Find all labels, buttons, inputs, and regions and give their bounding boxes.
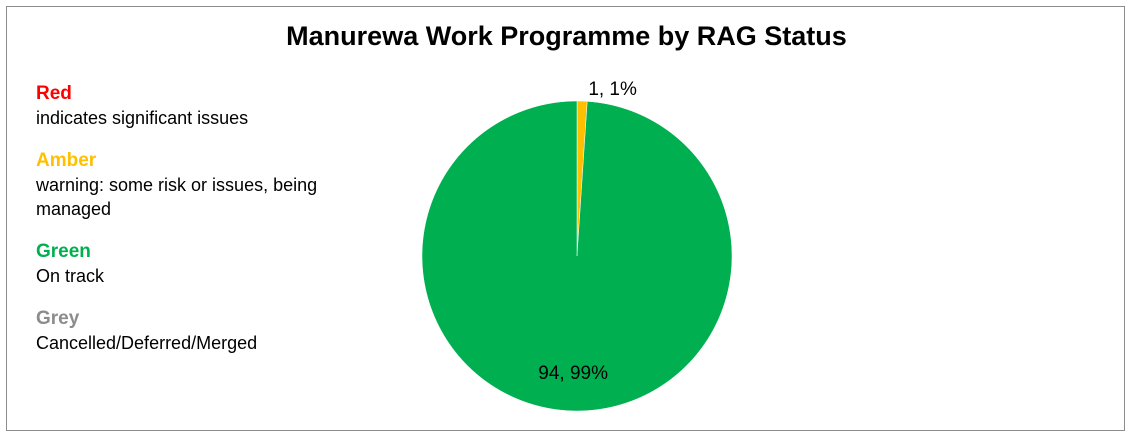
pie-chart: 1, 1% 94, 99% <box>421 79 733 412</box>
rag-legend: Red indicates significant issues Amber w… <box>36 82 396 374</box>
legend-desc-amber: warning: some risk or issues, being mana… <box>36 175 318 219</box>
legend-desc-red: indicates significant issues <box>36 108 249 128</box>
legend-desc-grey: Cancelled/Deferred/Merged <box>36 333 258 353</box>
legend-item-red: Red indicates significant issues <box>36 82 396 130</box>
data-label-amber: 1, 1% <box>588 79 637 100</box>
legend-item-amber: Amber warning: some risk or issues, bein… <box>36 149 396 221</box>
chart-frame: Manurewa Work Programme by RAG Status Re… <box>6 6 1125 431</box>
legend-item-grey: Grey Cancelled/Deferred/Merged <box>36 307 396 355</box>
data-label-green: 94, 99% <box>538 363 608 384</box>
chart-title: Manurewa Work Programme by RAG Status <box>286 21 847 51</box>
legend-name-red: Red <box>36 83 72 104</box>
legend-name-green: Green <box>36 241 91 262</box>
legend-name-grey: Grey <box>36 308 80 329</box>
legend-item-green: Green On track <box>36 240 396 288</box>
legend-name-amber: Amber <box>36 150 97 171</box>
legend-desc-green: On track <box>36 266 105 286</box>
pie-slice-green <box>421 100 733 412</box>
